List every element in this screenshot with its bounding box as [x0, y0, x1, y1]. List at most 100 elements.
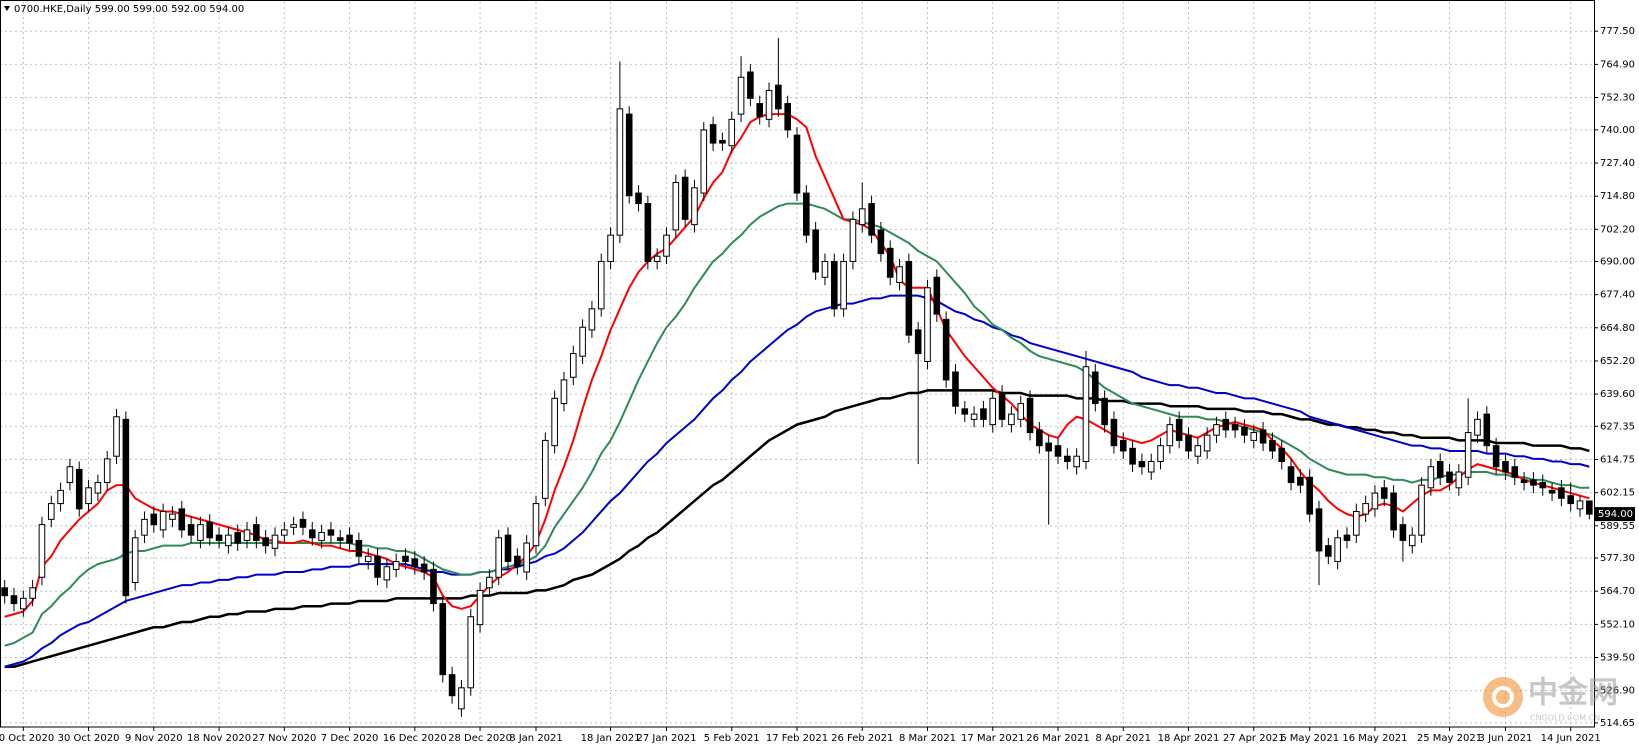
candle [1259, 422, 1267, 451]
y-tick-label: 627.35 [1600, 421, 1635, 432]
candle [1436, 453, 1444, 486]
candle-body [1119, 439, 1127, 452]
candle-body [737, 76, 745, 115]
candle-body [784, 103, 791, 131]
candle-body [523, 542, 530, 573]
candle-body [1129, 447, 1136, 465]
candle [1586, 500, 1593, 520]
candle-body [206, 521, 214, 539]
x-tick-label: 9 Nov 2020 [125, 733, 183, 744]
candle-body [933, 276, 941, 315]
x-tick-label: 27 Jan 2021 [637, 733, 697, 744]
candle-body [290, 524, 297, 528]
candle-body [1315, 508, 1323, 552]
candle-body [747, 71, 754, 99]
candle [486, 569, 493, 596]
y-tick-label: 552.10 [1600, 619, 1635, 630]
candle [607, 227, 614, 270]
candle-body [486, 576, 493, 589]
candle-body [1231, 424, 1239, 431]
candle [1119, 432, 1127, 459]
quote-high: 599.00 [133, 4, 168, 15]
candle-body [215, 534, 223, 541]
candle-body [85, 487, 92, 505]
candle [458, 679, 465, 717]
candle-body [1325, 545, 1332, 557]
candle [187, 516, 195, 544]
candle [1408, 527, 1416, 554]
candle [896, 258, 903, 291]
candle [392, 553, 400, 578]
candle [868, 195, 875, 244]
candle-body [1082, 366, 1090, 462]
candle [1, 579, 8, 604]
candle-body [1091, 371, 1099, 405]
header-arrow [4, 6, 10, 11]
candle [1548, 482, 1556, 501]
candle-body [495, 537, 503, 578]
candle-body [1166, 424, 1174, 447]
candle [830, 253, 838, 317]
candle-body [877, 229, 885, 255]
candle [1418, 477, 1425, 544]
candle [523, 535, 530, 580]
candle [989, 390, 997, 433]
candle [1194, 437, 1202, 465]
candle-body [1269, 439, 1276, 452]
candle-body [952, 371, 959, 407]
candle [1045, 435, 1052, 525]
x-tick-label: 14 Jun 2021 [1541, 733, 1601, 744]
candle-body [476, 589, 484, 626]
candle-body [253, 524, 260, 541]
candle [1446, 464, 1453, 491]
candle [290, 516, 297, 536]
candle [1222, 411, 1230, 438]
symbol: 0700.HKE,Daily [14, 4, 92, 15]
candle [1129, 440, 1136, 472]
candle [504, 527, 512, 570]
candle-body [989, 397, 997, 426]
candle-body [672, 182, 680, 231]
y-tick-label: 764.90 [1600, 59, 1635, 70]
candle-body [504, 534, 512, 562]
candle-body [1362, 503, 1369, 515]
candle-body [709, 124, 717, 144]
candle-body [103, 458, 111, 484]
candle-body [1530, 479, 1537, 486]
candle [1110, 411, 1118, 454]
candle [980, 400, 987, 428]
candles [1, 37, 1593, 717]
candle [803, 185, 810, 244]
candle [94, 474, 102, 501]
candle-body [1446, 471, 1453, 484]
candle-body [728, 118, 736, 147]
candle-body [1502, 460, 1509, 473]
candle [1539, 474, 1547, 496]
candle [57, 482, 64, 512]
candle-body [1101, 397, 1108, 426]
candle [653, 248, 661, 270]
candle-body [616, 108, 624, 236]
candle-body [262, 537, 269, 547]
x-tick-label: 16 May 2021 [1342, 733, 1407, 744]
x-tick-label: 26 Mar 2021 [1026, 733, 1089, 744]
candle-body [1558, 487, 1565, 499]
candle [709, 116, 717, 151]
candle-body [448, 674, 456, 697]
candle [122, 411, 130, 604]
candle-body [1408, 534, 1416, 547]
candle-body [1418, 484, 1425, 536]
candle [1203, 427, 1211, 459]
candle [1082, 350, 1090, 470]
grid [0, 2, 1594, 727]
candle [1483, 406, 1491, 454]
candle-body [299, 518, 307, 528]
candle-body [336, 537, 344, 541]
candle [38, 516, 46, 586]
candle [1101, 390, 1108, 433]
candle-body [1026, 397, 1034, 434]
candle [961, 400, 969, 422]
candle-body [821, 260, 829, 278]
candle-body [430, 568, 437, 605]
candle-body [29, 587, 36, 599]
